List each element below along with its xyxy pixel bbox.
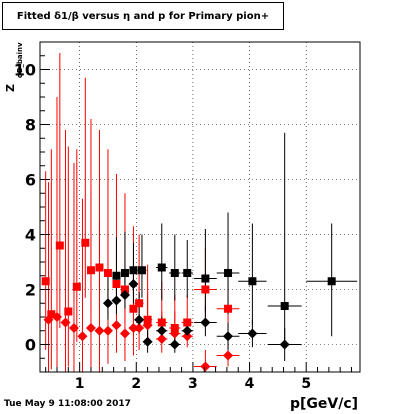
square-marker bbox=[137, 266, 146, 275]
square-marker bbox=[170, 269, 179, 277]
square-marker bbox=[224, 304, 233, 313]
square-marker bbox=[81, 238, 90, 247]
y-tick-label: 0 bbox=[25, 336, 36, 355]
timestamp: Tue May 9 11:08:00 2017 bbox=[4, 399, 131, 409]
diamond-marker bbox=[169, 339, 180, 350]
x-tick-label: 2 bbox=[131, 376, 141, 392]
square-marker bbox=[201, 285, 210, 294]
square-marker bbox=[224, 269, 233, 277]
square-marker bbox=[120, 269, 129, 277]
square-marker bbox=[55, 241, 64, 250]
x-tick-label: 1 bbox=[75, 376, 85, 392]
square-marker bbox=[280, 302, 289, 310]
diamond-marker bbox=[223, 331, 234, 342]
x-tick-label: 4 bbox=[245, 376, 255, 392]
axis-ticks bbox=[40, 55, 353, 372]
error-bars bbox=[42, 53, 358, 372]
diamond-marker bbox=[134, 323, 145, 333]
square-marker bbox=[157, 263, 166, 272]
diamond-marker bbox=[279, 339, 290, 350]
square-marker bbox=[248, 277, 257, 286]
chart-title: Fitted δ1/β versus η and p for Primary p… bbox=[2, 2, 284, 30]
square-marker bbox=[157, 318, 166, 327]
x-tick-label: 3 bbox=[188, 376, 198, 392]
square-marker bbox=[64, 307, 73, 316]
square-marker bbox=[103, 269, 112, 277]
diamond-marker bbox=[156, 325, 167, 336]
diamond-marker bbox=[119, 290, 130, 300]
diamond-marker bbox=[111, 320, 122, 331]
y-tick-label: 2 bbox=[25, 281, 36, 300]
data-markers bbox=[41, 238, 336, 372]
square-marker bbox=[112, 271, 121, 280]
square-marker bbox=[129, 304, 138, 313]
diamond-marker bbox=[77, 331, 88, 342]
diamond-marker bbox=[111, 295, 122, 306]
diamond-marker bbox=[68, 323, 79, 333]
diamond-marker bbox=[223, 350, 234, 361]
y-tick-label: 10 bbox=[14, 61, 36, 80]
diamond-marker bbox=[247, 328, 258, 339]
square-marker bbox=[143, 315, 152, 324]
square-marker bbox=[201, 274, 210, 283]
square-marker bbox=[327, 277, 336, 286]
diamond-marker bbox=[134, 314, 145, 325]
square-marker bbox=[72, 282, 81, 291]
diamond-marker bbox=[142, 336, 153, 347]
square-marker bbox=[135, 299, 144, 308]
square-marker bbox=[112, 280, 121, 288]
y-axis-sublabel: dB_bainv bbox=[16, 42, 24, 78]
y-axis-label: Z bbox=[4, 84, 17, 92]
diamond-marker bbox=[128, 323, 139, 333]
tick-labels: 1 2 3 4 5 0 2 4 6 8 10 bbox=[14, 61, 311, 393]
square-marker bbox=[47, 310, 56, 319]
square-marker bbox=[41, 277, 50, 286]
diamond-marker bbox=[182, 325, 193, 336]
y-tick-label: 8 bbox=[25, 116, 36, 135]
diamond-marker bbox=[94, 325, 105, 336]
y-tick-label: 4 bbox=[25, 226, 36, 245]
square-marker bbox=[183, 269, 192, 277]
diamond-marker bbox=[200, 317, 211, 328]
x-axis-label: p[GeV/c] bbox=[290, 396, 359, 412]
diamond-marker bbox=[60, 317, 71, 328]
square-marker bbox=[129, 266, 138, 275]
square-marker bbox=[120, 285, 129, 294]
square-marker bbox=[170, 324, 179, 332]
diamond-marker bbox=[128, 279, 139, 289]
diamond-marker bbox=[119, 328, 130, 339]
square-marker bbox=[86, 266, 95, 275]
diamond-marker bbox=[200, 361, 211, 372]
y-tick-label: 6 bbox=[25, 171, 36, 190]
diamond-marker bbox=[182, 331, 193, 342]
diamond-marker bbox=[102, 298, 113, 309]
square-marker bbox=[183, 318, 192, 327]
x-tick-label: 5 bbox=[301, 376, 311, 392]
diamond-marker bbox=[102, 325, 113, 336]
diamond-marker bbox=[156, 334, 167, 344]
diamond-marker bbox=[85, 323, 96, 333]
square-marker bbox=[95, 263, 104, 272]
